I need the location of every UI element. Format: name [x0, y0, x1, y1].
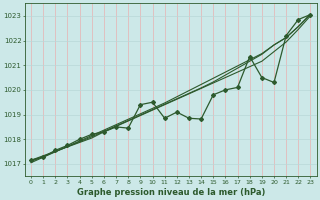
X-axis label: Graphe pression niveau de la mer (hPa): Graphe pression niveau de la mer (hPa): [76, 188, 265, 197]
